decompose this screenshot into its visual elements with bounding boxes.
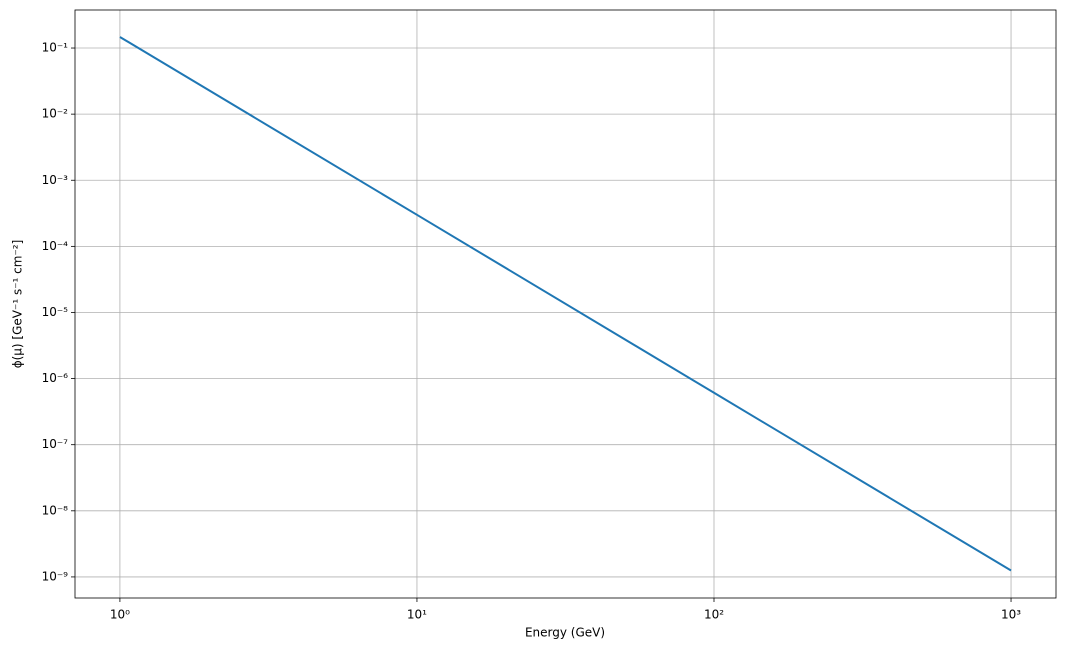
y-tick-label: 10⁻⁴ [42,239,69,253]
x-tick-label: 10² [704,608,724,622]
y-axis-label: ϕ(μ) [GeV⁻¹ s⁻¹ cm⁻²] [11,240,25,369]
y-tick-label: 10⁻⁸ [42,503,69,517]
y-tick-label: 10⁻¹ [42,41,69,55]
y-tick-label: 10⁻⁶ [42,371,69,385]
y-tick-label: 10⁻⁹ [42,569,69,583]
x-tick-label: 10³ [1001,608,1021,622]
x-axis-label: Energy (GeV) [525,626,605,640]
data-line [119,36,1012,572]
y-tick-label: 10⁻⁵ [42,305,69,319]
x-tick-label: 10¹ [407,608,427,622]
y-tick-label: 10⁻⁷ [42,437,69,451]
y-tick-label: 10⁻³ [42,173,69,187]
y-tick-label: 10⁻² [42,107,69,121]
plot-frame [74,9,1057,599]
x-tick-label: 10⁰ [110,608,130,622]
